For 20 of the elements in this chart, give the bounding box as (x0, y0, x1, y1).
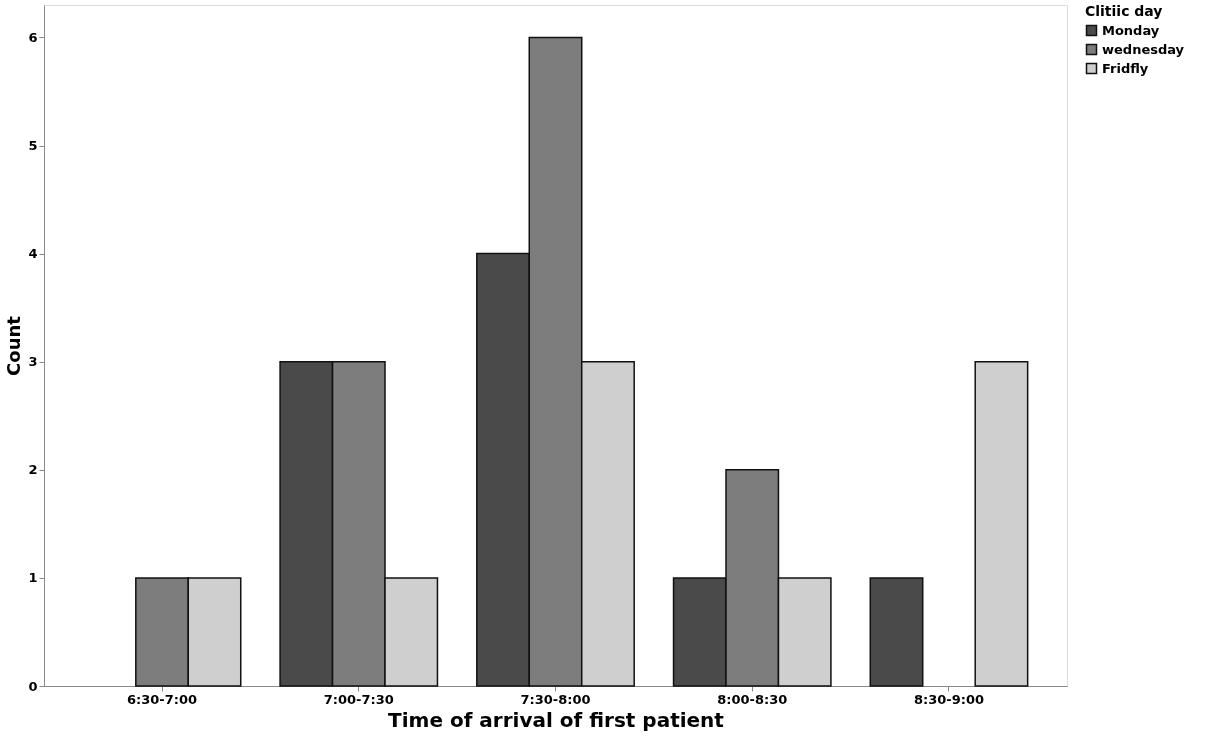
bar (869, 577, 924, 687)
y-tick-label: 5 (28, 138, 38, 154)
y-tick-label: 2 (28, 462, 38, 478)
legend-label: wednesday (1102, 41, 1185, 57)
legend-label: Fridfly (1102, 60, 1149, 76)
x-tick-label: 6:30-7:00 (127, 691, 198, 707)
x-tick-label: 8:00-8:30 (717, 691, 788, 707)
y-tick-label: 0 (28, 678, 38, 694)
legend-title: Clitiic day (1085, 3, 1163, 19)
y-tick-label: 1 (28, 570, 38, 586)
y-axis-title: Count (3, 315, 25, 376)
x-tick-label: 8:30-9:00 (913, 691, 984, 707)
x-axis-title: Time of arrival of first patient (388, 707, 725, 732)
y-tick-label: 3 (28, 354, 38, 370)
legend-label: Monday (1102, 22, 1160, 38)
y-tick-label: 6 (28, 29, 38, 45)
x-tick-label: 7:00-7:30 (323, 691, 394, 707)
bar (974, 360, 1029, 687)
x-tick-label: 7:30-8:00 (520, 691, 591, 707)
y-tick-label: 4 (28, 246, 38, 262)
